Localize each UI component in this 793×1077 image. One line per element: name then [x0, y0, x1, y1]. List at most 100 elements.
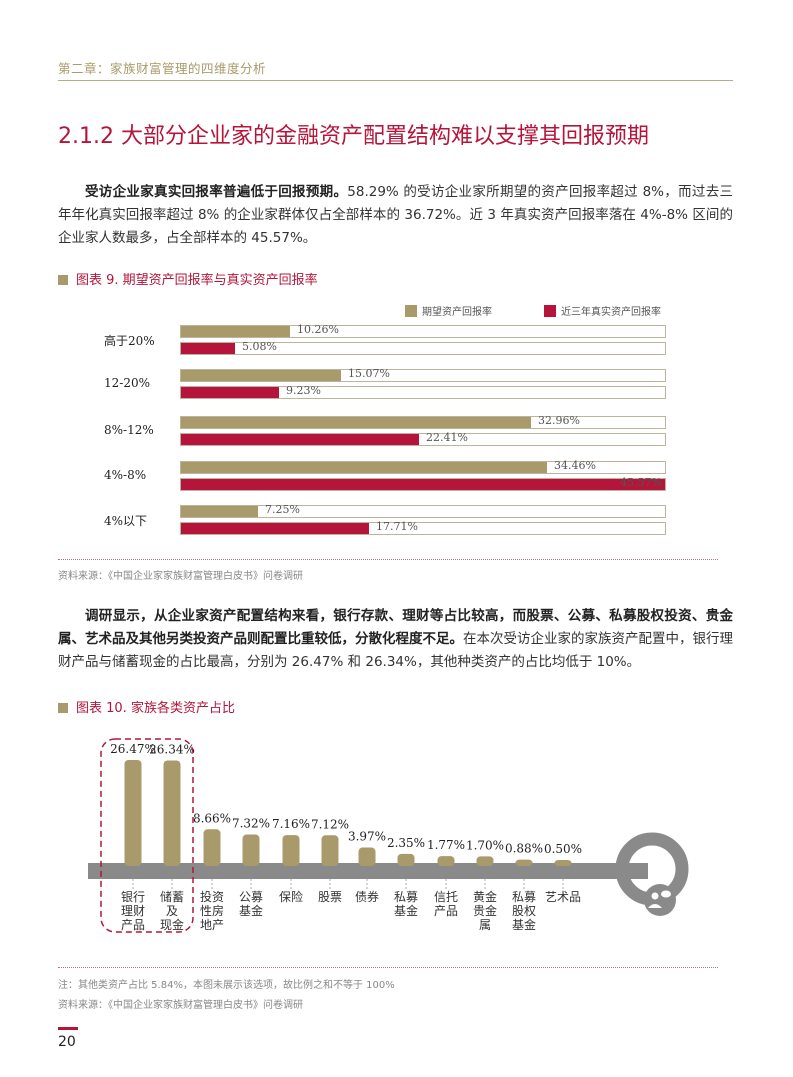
figure-10-note: 注：其他类资产占比 5.84%，本图未展示该选项，故比例之和不等于 100%: [58, 980, 395, 991]
figure-10-divider: [58, 967, 718, 968]
asset-category-label: 储蓄及现金: [160, 889, 184, 932]
bar-actual: [181, 523, 369, 534]
category-label: 4%以下: [104, 514, 148, 528]
paragraph-2-body: 在本次受访企业家的家族资产配置中，银行理财产品与储蓄现金的占比最高，分别为 26…: [58, 631, 733, 670]
bar-value-label: 32.96%: [538, 414, 580, 427]
bar-expected: [181, 326, 290, 337]
category-label: 4%-8%: [104, 468, 147, 482]
asset-value-label: 8.66%: [193, 811, 231, 825]
legend-expected-label: 期望资产回报率: [422, 307, 492, 318]
asset-value-label: 26.47%: [110, 742, 156, 756]
header-divider: [58, 80, 733, 81]
legend-actual: 近三年真实资产回报率: [544, 303, 661, 318]
highlight-dashed-box: [100, 738, 194, 933]
bar-actual: [181, 343, 235, 354]
asset-bar: [515, 859, 533, 866]
figure-10-title: 图表 10. 家族各类资产占比: [58, 697, 235, 716]
section-title: 2.1.2 大部分企业家的金融资产配置结构难以支撑其回报预期: [58, 124, 649, 149]
asset-bar: [163, 760, 181, 866]
asset-value-label: 1.77%: [427, 838, 465, 852]
asset-value-label: 1.70%: [466, 838, 504, 852]
bar-track: [180, 369, 666, 382]
bar-value-label: 5.08%: [242, 340, 277, 353]
figure-marker-icon: [58, 703, 68, 713]
asset-category-label: 信托产品: [434, 890, 458, 918]
asset-category-label: 债券: [355, 889, 379, 904]
asset-value-label: 7.16%: [272, 817, 310, 831]
figure-9-title-text: 图表 9. 期望资产回报率与真实资产回报率: [76, 273, 318, 288]
asset-category-label: 保险: [279, 889, 303, 904]
asset-value-label: 3.97%: [348, 830, 386, 844]
figure-10-chart: 26.47% 银行理财产品 26.34% 储蓄及现金 8.66% 投资性房地产 7.32% 公…: [88, 738, 689, 933]
figure-10-source: 资料来源：《中国企业家家族财富管理白皮书》问卷调研: [58, 1000, 303, 1011]
page-number-accent: [58, 1027, 78, 1030]
bar-track: [180, 416, 666, 429]
asset-bar: [321, 835, 339, 866]
asset-category-label: 银行理财产品: [121, 890, 145, 932]
bar-track: [180, 386, 666, 399]
asset-value-label: 2.35%: [387, 836, 425, 850]
bar-value-label: 15.07%: [348, 367, 390, 380]
asset-bar: [203, 829, 221, 866]
legend-actual-label: 近三年真实资产回报率: [561, 307, 661, 318]
bar-value-label: 9.23%: [286, 384, 321, 397]
bar-track: [180, 325, 666, 338]
people-chat-icon: [644, 884, 676, 916]
asset-category-label: 私募基金: [394, 890, 418, 918]
asset-category-label: 黄金贵金属: [473, 889, 497, 932]
bar-track: [180, 505, 666, 518]
paragraph-1-lead: 受访企业家真实回报率普遍低于回报预期。: [85, 184, 348, 200]
legend-swatch-gold: [405, 305, 417, 317]
paragraph-1-body: 58.29% 的受访企业家所期望的资产回报率超过 8%，而过去三年年化真实回报率…: [58, 184, 734, 246]
bar-value-label: 34.46%: [554, 459, 596, 472]
asset-category-label: 投资性房地产: [200, 889, 224, 932]
bar-value-label: 45.57%: [620, 476, 662, 489]
asset-bar: [358, 847, 376, 866]
paragraph-1: 受访企业家真实回报率普遍低于回报预期。58.29% 的受访企业家所期望的资产回报…: [58, 181, 733, 250]
asset-value-label: 7.32%: [232, 817, 270, 831]
bar-value-label: 7.25%: [265, 503, 300, 516]
legend-swatch-crimson: [544, 305, 556, 317]
bar-expected: [181, 506, 258, 517]
asset-bar: [397, 853, 415, 866]
figure-9-divider: [58, 559, 718, 560]
bar-actual: [181, 387, 279, 398]
person-head-icon: [651, 892, 659, 900]
paragraph-2: 调研显示，从企业家资产配置结构来看，银行存款、理财等占比较高，而股票、公募、私募…: [58, 605, 733, 674]
asset-value-label: 0.50%: [544, 842, 582, 856]
chapter-header: 第二章：家族财富管理的四维度分析: [58, 61, 267, 76]
asset-bar: [282, 835, 300, 866]
asset-category-label: 艺术品: [545, 890, 581, 904]
speech-bubble-icon: [661, 890, 671, 898]
bar-track: [180, 342, 666, 355]
category-label: 8%-12%: [104, 423, 154, 437]
bar-track: [180, 522, 666, 535]
bar-track: [180, 433, 666, 446]
figure-9-source: 资料来源：《中国企业家家族财富管理白皮书》问卷调研: [58, 571, 303, 582]
asset-bar: [242, 834, 260, 866]
bar-track: [180, 478, 666, 491]
base-band: [88, 863, 648, 879]
bar-value-label: 22.41%: [426, 431, 468, 444]
asset-value-label: 26.34%: [149, 743, 195, 757]
person-body-icon: [648, 904, 662, 908]
asset-value-label: 0.88%: [505, 842, 543, 856]
bar-value-label: 17.71%: [376, 520, 418, 533]
asset-category-label: 私募股权基金: [512, 890, 536, 932]
asset-bar: [124, 760, 142, 866]
page-number: 20: [58, 1034, 76, 1050]
asset-value-label: 7.12%: [311, 817, 349, 831]
bar-expected: [181, 462, 547, 473]
asset-bar: [554, 860, 572, 866]
bar-actual: [181, 479, 665, 490]
bar-track: [180, 461, 666, 474]
bar-expected: [181, 370, 341, 381]
figure-9-title: 图表 9. 期望资产回报率与真实资产回报率: [58, 269, 318, 288]
figure-10-title-text: 图表 10. 家族各类资产占比: [76, 701, 235, 716]
bar-value-label: 10.26%: [297, 323, 339, 336]
asset-bar: [437, 856, 455, 866]
asset-bar: [476, 856, 494, 866]
category-label: 高于20%: [104, 334, 155, 348]
bar-expected: [181, 417, 531, 428]
paragraph-2-lead: 调研显示，从企业家资产配置结构来看，银行存款、理财等占比较高，而股票、公募、私募…: [58, 608, 733, 647]
